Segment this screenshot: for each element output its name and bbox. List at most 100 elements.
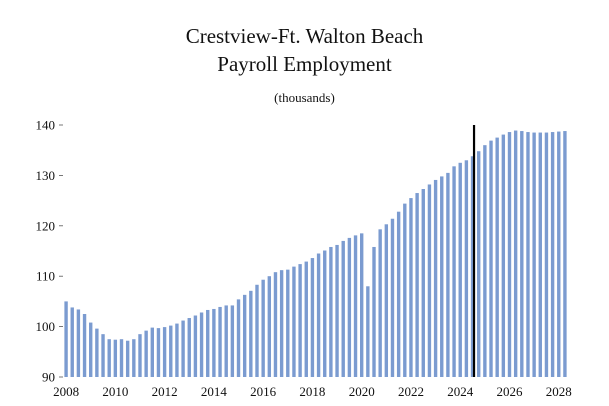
bar	[113, 339, 118, 377]
chart-title-line-2: Payroll Employment	[217, 52, 392, 76]
bar	[323, 250, 327, 377]
bar	[390, 218, 395, 377]
bar	[181, 320, 185, 377]
x-tick-label: 2020	[349, 384, 375, 399]
bar	[532, 132, 536, 377]
bar	[242, 294, 247, 377]
bar	[187, 318, 191, 377]
bar	[372, 246, 376, 377]
bar	[292, 266, 296, 377]
x-tick-label: 2014	[201, 384, 228, 399]
bar	[138, 334, 142, 377]
bar	[199, 312, 204, 377]
bar	[526, 132, 530, 377]
bar	[236, 299, 241, 377]
bar	[150, 327, 154, 377]
bar	[563, 131, 567, 377]
bar	[82, 314, 87, 377]
y-axis: 90 100 110 120 130 140	[36, 118, 63, 385]
y-tick-label: 140	[36, 118, 56, 133]
x-tick-label: 2008	[53, 384, 79, 399]
bar	[193, 315, 198, 377]
bar	[125, 340, 130, 377]
bar	[489, 140, 493, 377]
bar	[538, 132, 542, 377]
bar	[433, 179, 438, 377]
x-tick-label: 2012	[152, 384, 178, 399]
bar	[415, 193, 419, 377]
bar	[175, 323, 179, 377]
bar	[495, 137, 499, 377]
bars	[64, 130, 567, 377]
x-tick-label: 2024	[447, 384, 474, 399]
bar	[513, 130, 518, 377]
bar	[557, 131, 561, 377]
y-tick-label: 120	[36, 218, 56, 233]
x-tick-label: 2026	[496, 384, 523, 399]
bar	[107, 339, 111, 377]
y-tick-label: 100	[36, 319, 56, 334]
bar	[76, 309, 81, 377]
bar	[89, 322, 93, 377]
x-tick-label: 2018	[299, 384, 325, 399]
x-tick-label: 2010	[102, 384, 128, 399]
bar	[169, 325, 173, 377]
bar	[249, 290, 253, 377]
bar	[304, 261, 308, 377]
x-tick-label: 2016	[250, 384, 277, 399]
bar	[132, 339, 136, 377]
bar	[224, 305, 228, 377]
bar	[470, 156, 475, 377]
x-tick-label: 2022	[398, 384, 424, 399]
bar	[403, 203, 407, 377]
bar	[550, 132, 555, 377]
bar	[230, 305, 235, 377]
bar	[298, 264, 302, 377]
bar	[261, 279, 265, 377]
bar	[501, 134, 506, 377]
bar	[218, 306, 222, 377]
bar	[267, 276, 272, 377]
bar	[458, 162, 462, 377]
bar	[144, 330, 148, 377]
bar	[464, 160, 469, 377]
bar	[341, 240, 345, 377]
bar	[360, 233, 364, 377]
chart-subtitle: (thousands)	[274, 90, 335, 105]
bar	[316, 253, 321, 377]
bar	[347, 237, 352, 377]
bar	[70, 307, 74, 377]
bar	[378, 229, 382, 377]
x-tick-label: 2028	[546, 384, 572, 399]
y-tick-label: 130	[36, 168, 56, 183]
chart-title: Crestview-Ft. Walton Beach Payroll Emplo…	[0, 22, 609, 78]
bar	[329, 246, 333, 377]
bar	[335, 244, 339, 377]
y-tick-label: 110	[36, 269, 55, 284]
bar	[162, 327, 167, 377]
bar	[544, 132, 549, 377]
bar	[446, 172, 450, 377]
bar	[384, 224, 389, 377]
bar	[273, 272, 278, 377]
bar	[212, 308, 216, 377]
bar	[421, 189, 425, 377]
bar	[440, 176, 444, 377]
bar	[206, 309, 210, 377]
bar	[286, 269, 290, 377]
bar	[483, 145, 487, 377]
bar	[452, 166, 456, 377]
y-tick-label: 90	[42, 370, 55, 385]
bar	[255, 284, 259, 377]
bar	[396, 211, 401, 377]
bar	[310, 258, 315, 377]
bar	[520, 131, 524, 377]
bar	[119, 339, 124, 377]
bar	[353, 235, 358, 377]
bar	[366, 286, 370, 377]
x-axis: 2008 2010 2012 2014 2016 2018 2020 2022 2024 2026…	[53, 384, 572, 399]
chart-title-line-1: Crestview-Ft. Walton Beach	[185, 24, 424, 48]
bar	[101, 334, 105, 377]
bar	[156, 328, 161, 377]
